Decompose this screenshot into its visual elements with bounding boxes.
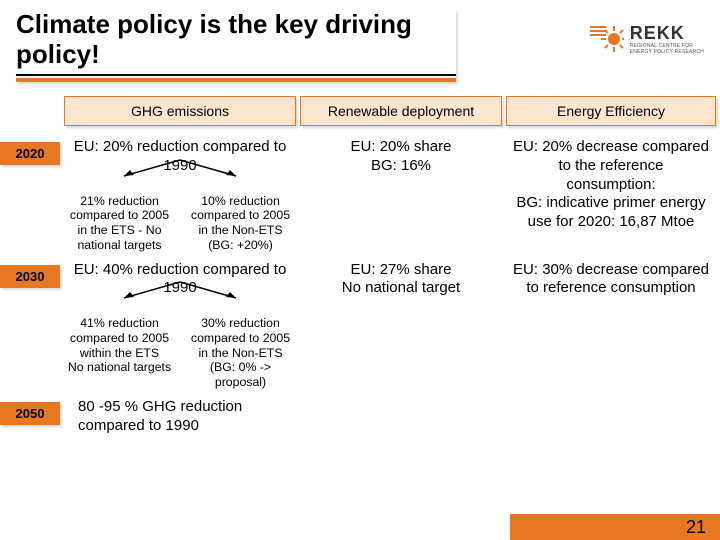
page-number: 21 xyxy=(686,517,706,538)
ghg-2050-main: 80 -95 % GHG reduction compared to 1990 xyxy=(64,398,296,436)
renew-2020: EU: 20% share BG: 16% xyxy=(300,138,502,253)
slide-title: Climate policy is the key driving policy… xyxy=(16,10,456,76)
header-ghg: GHG emissions xyxy=(64,96,296,126)
slide: Climate policy is the key driving policy… xyxy=(0,0,720,540)
split-arrow-icon xyxy=(64,158,296,180)
year-2030: 2030 xyxy=(0,265,60,288)
ghg-2020-nonets: 10% reduction compared to 2005 in the No… xyxy=(185,194,296,253)
title-underline xyxy=(16,78,456,82)
ghg-2030-block: EU: 40% reduction compared to 1990 41% r… xyxy=(64,261,296,390)
renew-2030: EU: 27% share No national target xyxy=(300,261,502,390)
title-area: Climate policy is the key driving policy… xyxy=(16,10,456,82)
eff-2020: EU: 20% decrease compared to the referen… xyxy=(506,138,716,253)
ghg-2020-ets: 21% reduction compared to 2005 in the ET… xyxy=(64,194,175,253)
logo-sub2: ENERGY POLICY RESEARCH xyxy=(630,50,704,56)
year-2050: 2050 xyxy=(0,402,60,425)
sun-icon xyxy=(590,22,624,56)
split-arrow-icon xyxy=(64,280,296,302)
logo: REKK REGIONAL CENTRE FOR ENERGY POLICY R… xyxy=(590,22,704,56)
eff-2030: EU: 30% decrease compared to reference c… xyxy=(506,261,716,390)
logo-text: REKK REGIONAL CENTRE FOR ENERGY POLICY R… xyxy=(630,23,704,55)
ghg-2020-block: EU: 20% reduction compared to 1990 21% r… xyxy=(64,138,296,253)
row-2020: 2020 EU: 20% reduction compared to 1990 … xyxy=(0,138,720,253)
header-renewable: Renewable deployment xyxy=(300,96,502,126)
ghg-2030-ets: 41% reduction compared to 2005 within th… xyxy=(64,316,175,390)
column-headers: GHG emissions Renewable deployment Energ… xyxy=(0,96,720,126)
row-2050: 2050 80 -95 % GHG reduction compared to … xyxy=(0,398,720,436)
header-spacer xyxy=(0,96,60,126)
renew-2050-empty xyxy=(300,398,502,436)
ghg-2030-nonets: 30% reduction compared to 2005 in the No… xyxy=(185,316,296,390)
eff-2050-empty xyxy=(506,398,716,436)
header-efficiency: Energy Efficiency xyxy=(506,96,716,126)
logo-brand: REKK xyxy=(630,23,704,44)
year-2020: 2020 xyxy=(0,142,60,165)
row-2030: 2030 EU: 40% reduction compared to 1990 … xyxy=(0,261,720,390)
content-grid: GHG emissions Renewable deployment Energ… xyxy=(0,96,720,443)
